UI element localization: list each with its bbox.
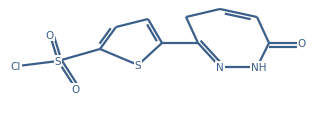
Text: O: O: [46, 31, 54, 41]
Text: O: O: [72, 84, 80, 94]
Text: NH: NH: [251, 62, 267, 72]
Text: N: N: [216, 62, 224, 72]
Text: S: S: [135, 60, 141, 70]
Text: O: O: [298, 39, 306, 49]
Text: S: S: [55, 57, 61, 66]
Text: Cl: Cl: [11, 61, 21, 71]
